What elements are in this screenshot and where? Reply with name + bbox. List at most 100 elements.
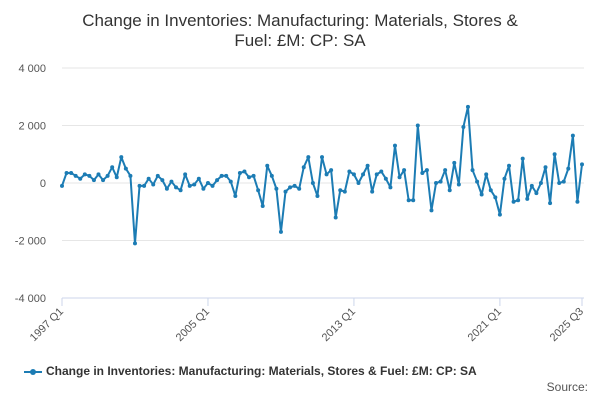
- data-point[interactable]: [69, 170, 74, 175]
- data-point[interactable]: [484, 172, 489, 177]
- data-point[interactable]: [434, 181, 439, 185]
- data-point[interactable]: [324, 172, 329, 177]
- data-point[interactable]: [228, 179, 233, 184]
- data-point[interactable]: [320, 155, 324, 160]
- data-point[interactable]: [187, 183, 192, 188]
- data-point[interactable]: [174, 185, 179, 190]
- data-point[interactable]: [329, 168, 334, 173]
- data-point[interactable]: [306, 155, 311, 160]
- data-point[interactable]: [502, 176, 507, 181]
- data-point[interactable]: [96, 172, 101, 177]
- data-point[interactable]: [543, 165, 548, 170]
- data-point[interactable]: [351, 172, 356, 177]
- data-point[interactable]: [456, 182, 461, 187]
- data-point[interactable]: [242, 169, 247, 174]
- data-point[interactable]: [525, 196, 530, 201]
- data-point[interactable]: [73, 173, 78, 178]
- data-point[interactable]: [411, 198, 416, 203]
- data-point[interactable]: [575, 199, 580, 204]
- data-point[interactable]: [91, 178, 96, 183]
- data-point[interactable]: [178, 188, 183, 193]
- data-point[interactable]: [78, 176, 83, 181]
- data-point[interactable]: [342, 189, 347, 194]
- data-point[interactable]: [183, 172, 188, 177]
- data-point[interactable]: [374, 172, 379, 177]
- data-point[interactable]: [338, 188, 343, 193]
- data-point[interactable]: [87, 173, 92, 178]
- data-point[interactable]: [169, 179, 174, 184]
- data-point[interactable]: [488, 188, 493, 193]
- data-point[interactable]: [160, 178, 165, 183]
- data-point[interactable]: [356, 181, 361, 185]
- data-point[interactable]: [511, 199, 516, 204]
- data-point[interactable]: [260, 204, 265, 208]
- data-point[interactable]: [566, 166, 571, 171]
- data-point[interactable]: [561, 179, 566, 184]
- data-point[interactable]: [315, 193, 320, 198]
- data-point[interactable]: [283, 189, 288, 194]
- data-point[interactable]: [529, 183, 534, 188]
- data-point[interactable]: [475, 179, 480, 184]
- data-point[interactable]: [301, 165, 306, 170]
- data-point[interactable]: [552, 152, 557, 157]
- legend[interactable]: Change in Inventories: Manufacturing: Ma…: [24, 364, 477, 378]
- data-point[interactable]: [516, 198, 521, 203]
- data-point[interactable]: [361, 172, 366, 177]
- data-point[interactable]: [333, 215, 338, 220]
- data-point[interactable]: [101, 178, 106, 183]
- data-point[interactable]: [123, 166, 128, 171]
- data-point[interactable]: [470, 168, 475, 173]
- data-point[interactable]: [507, 163, 512, 168]
- data-point[interactable]: [497, 212, 502, 217]
- data-point[interactable]: [64, 170, 69, 175]
- data-point[interactable]: [520, 156, 525, 161]
- data-point[interactable]: [114, 175, 119, 180]
- data-point[interactable]: [196, 176, 201, 181]
- data-point[interactable]: [105, 173, 110, 178]
- data-point[interactable]: [274, 186, 279, 191]
- data-point[interactable]: [137, 183, 142, 188]
- data-point[interactable]: [215, 178, 220, 183]
- data-point[interactable]: [452, 160, 457, 165]
- data-point[interactable]: [247, 175, 252, 180]
- data-point[interactable]: [164, 186, 169, 191]
- data-point[interactable]: [60, 183, 64, 188]
- data-point[interactable]: [265, 163, 270, 168]
- data-point[interactable]: [155, 173, 160, 178]
- data-point[interactable]: [151, 182, 156, 187]
- data-point[interactable]: [310, 181, 315, 185]
- data-point[interactable]: [205, 181, 210, 185]
- data-point[interactable]: [365, 163, 370, 168]
- data-point[interactable]: [142, 183, 147, 188]
- data-point[interactable]: [493, 195, 498, 200]
- data-point[interactable]: [278, 229, 283, 234]
- data-point[interactable]: [128, 173, 133, 178]
- data-point[interactable]: [201, 186, 206, 191]
- data-point[interactable]: [447, 188, 452, 193]
- data-point[interactable]: [402, 168, 407, 173]
- data-point[interactable]: [415, 123, 420, 128]
- data-point[interactable]: [420, 170, 425, 175]
- data-point[interactable]: [548, 201, 553, 206]
- data-point[interactable]: [429, 208, 434, 213]
- data-point[interactable]: [424, 168, 429, 173]
- data-point[interactable]: [256, 188, 261, 193]
- data-point[interactable]: [461, 124, 466, 129]
- data-point[interactable]: [119, 155, 124, 160]
- data-point[interactable]: [237, 170, 242, 175]
- data-point[interactable]: [110, 165, 115, 170]
- data-point[interactable]: [570, 133, 575, 138]
- data-point[interactable]: [297, 186, 302, 191]
- data-point[interactable]: [370, 189, 375, 194]
- data-point[interactable]: [580, 162, 584, 167]
- data-point[interactable]: [397, 175, 402, 180]
- data-point[interactable]: [82, 172, 87, 177]
- data-point[interactable]: [379, 169, 384, 174]
- data-point[interactable]: [534, 191, 539, 196]
- data-point[interactable]: [233, 193, 238, 198]
- data-point[interactable]: [438, 179, 443, 184]
- data-point[interactable]: [269, 173, 274, 178]
- data-point[interactable]: [288, 185, 293, 190]
- data-point[interactable]: [192, 182, 197, 187]
- data-point[interactable]: [479, 192, 484, 197]
